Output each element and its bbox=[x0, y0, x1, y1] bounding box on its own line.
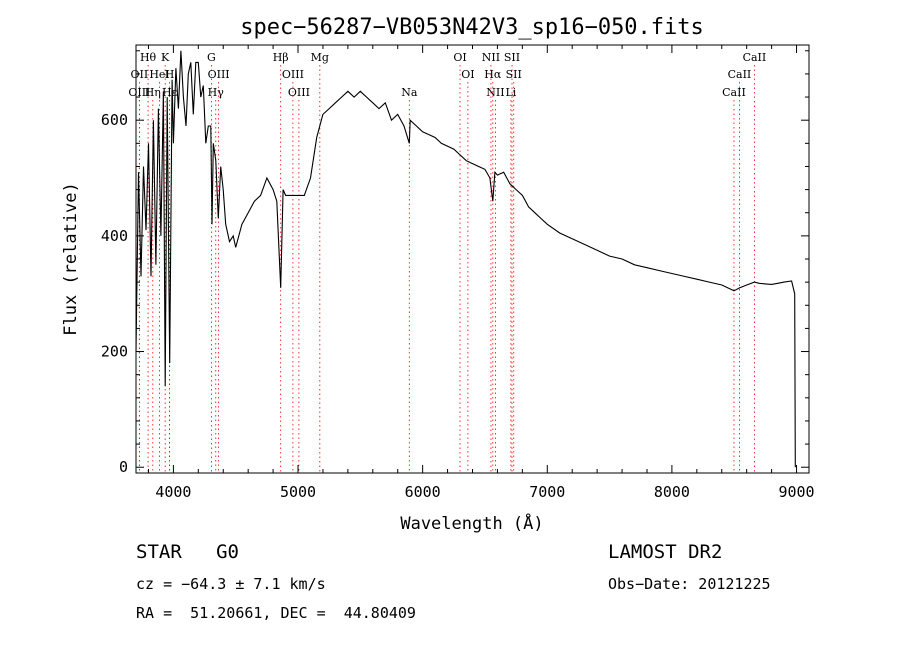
coordinates: RA = 51.20661, DEC = 44.80409 bbox=[136, 604, 416, 622]
x-tick-label: 8000 bbox=[654, 483, 690, 501]
spectral-line-label: CaII bbox=[728, 68, 752, 81]
plot-frame bbox=[135, 44, 810, 474]
spectral-line-label: CaII bbox=[743, 51, 767, 64]
spectral-line-markers bbox=[138, 65, 755, 473]
obs-date: Obs−Date: 20121225 bbox=[608, 575, 771, 593]
spectral-line-label: OIII bbox=[282, 68, 304, 81]
y-axis-label: Flux (relative) bbox=[61, 182, 81, 336]
x-axis-label: Wavelength (Å) bbox=[400, 512, 543, 534]
spectral-line-label: OI bbox=[461, 68, 474, 81]
spectral-line-label: HeI bbox=[149, 68, 169, 81]
spectral-line-label: Hα bbox=[484, 68, 502, 81]
spectral-line-label: NII bbox=[482, 51, 500, 64]
spectral-line-label: Hθ bbox=[140, 51, 157, 64]
spectral-line-label: NII bbox=[486, 86, 504, 99]
spectral-line-label: Hβ bbox=[273, 51, 289, 64]
redshift-cz: cz = −64.3 ± 7.1 km/s bbox=[136, 575, 326, 593]
survey-label: LAMOST DR2 bbox=[608, 541, 723, 563]
spectral-line-label: OI bbox=[453, 51, 466, 64]
spectral-line-label: OIII bbox=[288, 86, 310, 99]
star-type: STAR G0 bbox=[136, 541, 239, 563]
spectral-line-label: H bbox=[165, 68, 175, 81]
chart-title: spec−56287−VB053N42V3_sp16−050.fits bbox=[240, 15, 704, 40]
spectrum-line bbox=[135, 50, 796, 468]
x-tick-label: 4000 bbox=[155, 483, 191, 501]
x-axis-ticks: 4000 5000 6000 7000 8000 9000 bbox=[147, 45, 815, 501]
y-tick-label: 400 bbox=[101, 227, 128, 245]
x-tick-label: 5000 bbox=[280, 483, 316, 501]
spectral-line-label: Hγ bbox=[208, 86, 225, 99]
spectral-line-label: OII bbox=[131, 68, 149, 81]
spectral-line-label: Hε bbox=[162, 86, 178, 99]
spectral-line-label: OIII bbox=[128, 86, 150, 99]
spectral-line-label: OIII bbox=[208, 68, 230, 81]
spectral-line-label: G bbox=[207, 51, 216, 64]
spectral-line-label: Mg bbox=[311, 51, 329, 64]
y-tick-label: 0 bbox=[119, 458, 128, 476]
spectral-line-label: K bbox=[161, 51, 170, 64]
spectral-line-label: SII bbox=[506, 68, 522, 81]
spectral-line-label: Na bbox=[401, 86, 418, 99]
spectral-line-label: SII bbox=[504, 51, 520, 64]
spectral-line-label: Li bbox=[505, 86, 516, 99]
spectral-line-label: Hη bbox=[145, 86, 161, 99]
x-tick-label: 6000 bbox=[405, 483, 441, 501]
y-tick-label: 200 bbox=[101, 343, 128, 361]
x-tick-label: 9000 bbox=[778, 483, 814, 501]
y-tick-label: 600 bbox=[101, 111, 128, 129]
y-axis-ticks: 0 200 400 600 bbox=[101, 50, 809, 476]
spectral-line-label: CaII bbox=[722, 86, 746, 99]
x-tick-label: 7000 bbox=[529, 483, 565, 501]
